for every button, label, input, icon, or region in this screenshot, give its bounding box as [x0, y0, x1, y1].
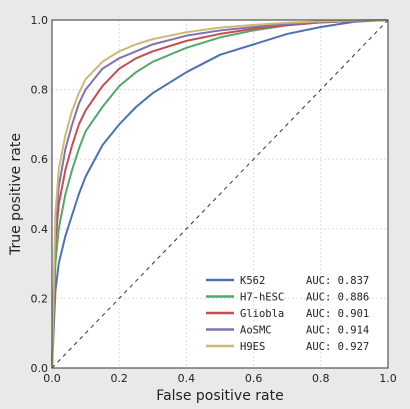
- grid: [51, 19, 389, 369]
- y-tick-label: 0.0: [31, 362, 49, 375]
- y-tick-label: 0.6: [31, 153, 49, 166]
- legend-series-name: H7-hESC: [240, 292, 284, 304]
- x-tick-label: 0.2: [110, 372, 128, 385]
- y-axis-label: True positive rate: [8, 133, 24, 256]
- x-tick-label: 0.4: [178, 372, 196, 385]
- y-tick-label: 0.2: [31, 292, 49, 305]
- legend-auc-label: AUC: 0.901: [306, 308, 369, 320]
- legend-series-name: AoSMC: [240, 325, 272, 337]
- x-tick-label: 0.6: [245, 372, 263, 385]
- series-line-aosmc: [51, 19, 389, 369]
- legend-series-name: Glioblа: [240, 308, 284, 320]
- x-tick-label: 1.0: [379, 372, 397, 385]
- x-tick-labels: 0.0 0.2 0.4 0.6 0.8 1.0: [43, 372, 397, 385]
- y-tick-labels: 0.0 0.2 0.4 0.6 0.8 1.0: [31, 14, 49, 375]
- plot-frame: [51, 19, 389, 369]
- x-axis-label: False positive rate: [156, 388, 283, 404]
- series-lines: [51, 19, 389, 369]
- legend-auc-label: AUC: 0.837: [306, 275, 369, 287]
- legend-auc-label: AUC: 0.914: [306, 325, 369, 337]
- series-line-k562: [51, 19, 389, 369]
- legend: K562 AUC: 0.837 H7-hESC AUC: 0.886 Glioblа AU…: [206, 275, 369, 353]
- chance-line: [51, 19, 389, 369]
- x-tick-label: 0.0: [43, 372, 61, 385]
- y-tick-label: 0.8: [31, 84, 49, 97]
- y-tick-label: 1.0: [31, 14, 49, 27]
- legend-series-name: K562: [240, 275, 265, 287]
- y-tick-label: 0.4: [31, 223, 49, 236]
- series-line-h9es: [51, 19, 389, 369]
- x-tick-label: 0.8: [312, 372, 330, 385]
- legend-auc-label: AUC: 0.886: [306, 292, 369, 304]
- diagonal-reference: [51, 19, 389, 369]
- legend-series-name: H9ES: [240, 341, 265, 353]
- legend-auc-label: AUC: 0.927: [306, 341, 369, 353]
